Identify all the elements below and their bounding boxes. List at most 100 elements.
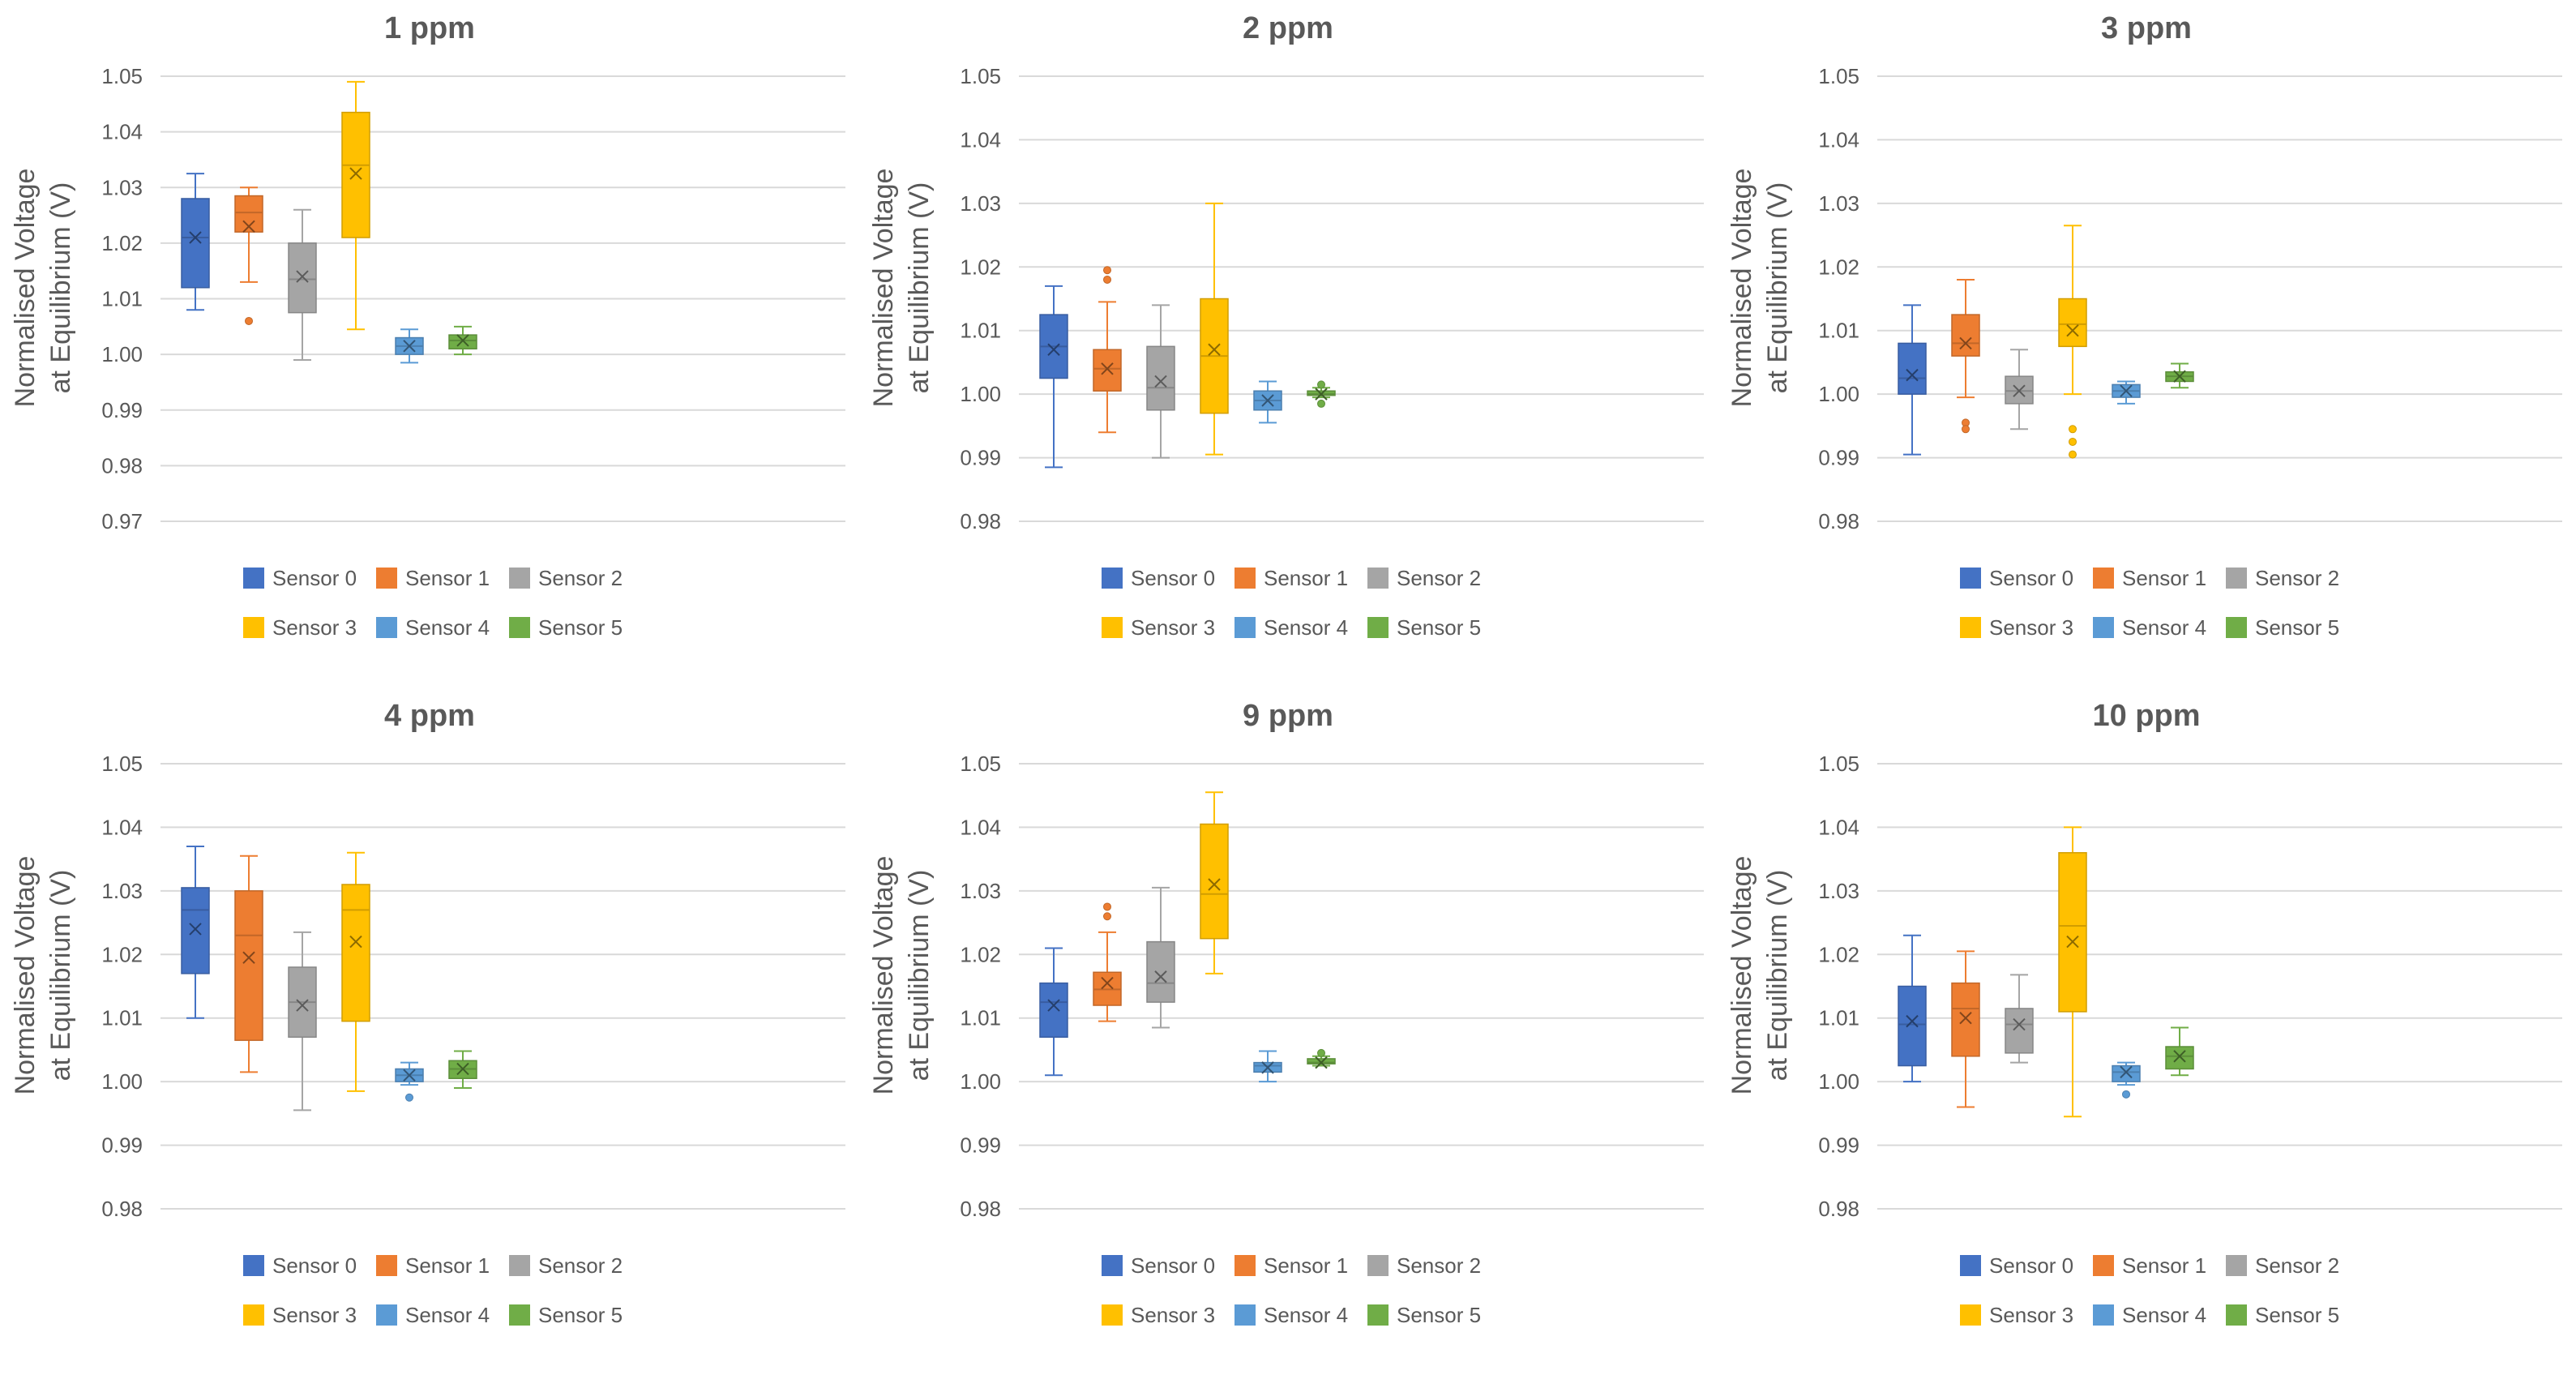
iqr-box	[1146, 345, 1175, 411]
legend-swatch	[243, 1255, 264, 1276]
legend-entry-sensor-2: Sensor 2	[1367, 1253, 1481, 1278]
y-tick-label: 1.05	[101, 64, 143, 88]
legend-swatch	[1367, 617, 1389, 638]
iqr-box	[2058, 298, 2087, 348]
legend-label: Sensor 0	[1131, 1253, 1215, 1278]
iqr-box	[181, 887, 210, 974]
legend-entry-sensor-2: Sensor 2	[2226, 566, 2339, 590]
y-tick-label: 0.99	[101, 1133, 143, 1158]
legend-entry-sensor-5: Sensor 5	[509, 1303, 623, 1327]
y-tick-label: 1.03	[101, 879, 143, 903]
box-sensor-4	[1253, 380, 1282, 424]
y-tick-label: 1.00	[1818, 382, 1859, 406]
legend-entry-sensor-0: Sensor 0	[243, 566, 357, 590]
legend-swatch	[1102, 617, 1123, 638]
legend-entry-sensor-0: Sensor 0	[1960, 566, 2073, 590]
legend-swatch	[1235, 1304, 1256, 1326]
legend-label: Sensor 5	[1397, 1303, 1481, 1327]
legend-label: Sensor 4	[1264, 1303, 1348, 1327]
box-sensor-0	[181, 845, 210, 1019]
outlier-point	[1103, 912, 1111, 921]
chart-title: 1 ppm	[384, 11, 475, 45]
chart-panel-9ppm: 9 ppm Normalised Voltage at Equilibrium …	[858, 688, 1717, 1375]
iqr-box	[341, 111, 370, 238]
legend-entry-sensor-4: Sensor 4	[1235, 1303, 1348, 1327]
chart-title: 3 ppm	[2101, 11, 2192, 45]
mean-marker	[2120, 384, 2133, 397]
legend-swatch	[509, 568, 530, 589]
box-sensor-3	[1200, 791, 1229, 974]
y-tick-label: 1.04	[101, 120, 143, 144]
y-tick-label: 0.98	[1818, 1197, 1859, 1221]
y-tick-label: 1.05	[1818, 64, 1859, 88]
outlier-point	[1317, 399, 1325, 408]
legend-swatch	[1235, 617, 1256, 638]
y-tick-label: 0.99	[1818, 1133, 1859, 1158]
chart-title: 2 ppm	[1243, 11, 1333, 45]
plot-area: 0.98 0.99 1.00 1.01 1.02 1.03 1.04 1.05	[960, 752, 1704, 1221]
y-tick-label: 1.01	[960, 319, 1001, 343]
legend: Sensor 0 Sensor 1 Sensor 2 Sensor 3 Sensor 4…	[1960, 1253, 2339, 1327]
legend-swatch	[2093, 568, 2114, 589]
box-sensor-0	[1039, 285, 1068, 469]
y-axis-label-line1: Normalised Voltage	[10, 169, 41, 408]
legend-swatch	[1960, 617, 1981, 638]
iqr-box	[341, 884, 370, 1022]
mean-marker	[2120, 1065, 2133, 1079]
legend: Sensor 0 Sensor 1 Sensor 2 Sensor 3 Sensor 4…	[1102, 566, 1481, 640]
legend-swatch	[1102, 1255, 1123, 1276]
legend-swatch	[509, 1304, 530, 1326]
mean-marker	[1154, 375, 1167, 388]
y-tick-label: 0.99	[960, 446, 1001, 470]
iqr-box	[2165, 1046, 2194, 1070]
mean-marker	[2013, 1017, 2026, 1031]
mean-marker	[1208, 878, 1221, 891]
legend-entry-sensor-3: Sensor 3	[1102, 615, 1215, 640]
mean-marker	[1261, 394, 1274, 407]
legend-label: Sensor 3	[1989, 1303, 2073, 1327]
iqr-box	[1093, 349, 1122, 392]
y-axis-label-line2: at Equilibrium (V)	[1762, 182, 1793, 394]
y-tick-label: 1.03	[1818, 879, 1859, 903]
legend-label: Sensor 5	[1397, 615, 1481, 640]
legend-swatch	[1102, 568, 1123, 589]
legend-label: Sensor 0	[272, 1253, 357, 1278]
box-sensor-5	[2165, 1026, 2194, 1077]
y-tick-label: 1.00	[101, 342, 143, 366]
iqr-box	[181, 198, 210, 289]
box-sensor-1	[1093, 902, 1122, 1022]
chart-title: 4 ppm	[384, 699, 475, 733]
y-tick-label: 0.99	[101, 398, 143, 422]
mean-marker	[1315, 388, 1328, 401]
plot-area: 0.98 0.99 1.00 1.01 1.02 1.03 1.04 1.05	[960, 64, 1704, 533]
mean-marker	[189, 923, 202, 936]
legend-entry-sensor-0: Sensor 0	[243, 1253, 357, 1278]
legend-entry-sensor-3: Sensor 3	[243, 1303, 357, 1327]
y-tick-label: 0.98	[101, 1197, 143, 1221]
legend-label: Sensor 4	[1264, 615, 1348, 640]
box-sensor-2	[1146, 304, 1175, 459]
box-sensor-1	[1951, 950, 1980, 1108]
y-tick-label: 1.02	[960, 255, 1001, 279]
legend-swatch	[1102, 1304, 1123, 1326]
mean-marker	[1906, 1014, 1919, 1028]
legend-label: Sensor 5	[538, 615, 623, 640]
box-sensor-3	[2058, 225, 2087, 459]
box-sensor-5	[2165, 362, 2194, 389]
iqr-box	[2005, 1008, 2034, 1054]
outlier-point	[245, 316, 253, 325]
legend-swatch	[1367, 1255, 1389, 1276]
legend-entry-sensor-3: Sensor 3	[1960, 615, 2073, 640]
iqr-box	[1039, 982, 1068, 1038]
y-tick-label: 0.98	[1818, 509, 1859, 533]
legend-label: Sensor 4	[2122, 615, 2206, 640]
legend-label: Sensor 3	[1131, 1303, 1215, 1327]
y-tick-label: 1.01	[1818, 319, 1859, 343]
y-axis-label-line2: at Equilibrium (V)	[1762, 870, 1793, 1082]
legend-swatch	[509, 1255, 530, 1276]
y-tick-label: 1.01	[1818, 1006, 1859, 1030]
y-tick-label: 1.04	[1818, 815, 1859, 839]
mean-marker	[1101, 362, 1114, 375]
legend-swatch	[1235, 1255, 1256, 1276]
mean-marker	[242, 951, 255, 964]
